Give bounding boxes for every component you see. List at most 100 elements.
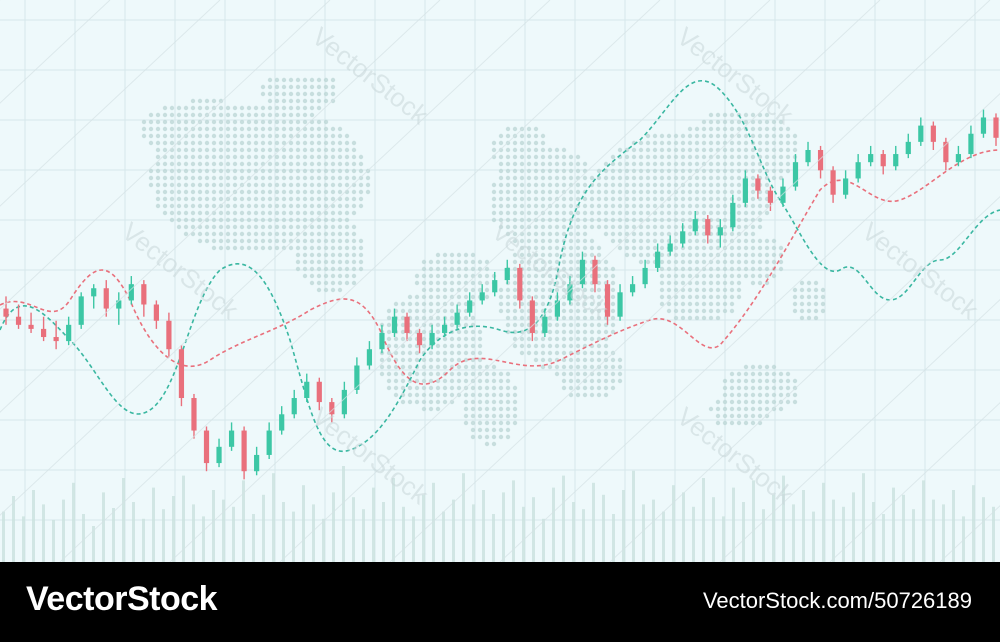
map-dot bbox=[624, 182, 630, 188]
map-dot bbox=[491, 273, 497, 279]
map-dot bbox=[645, 154, 651, 160]
map-dot bbox=[582, 385, 588, 391]
map-dot bbox=[743, 273, 749, 279]
map-dot bbox=[743, 133, 749, 139]
map-dot bbox=[211, 210, 217, 216]
map-dot bbox=[533, 350, 539, 356]
map-dot bbox=[337, 210, 343, 216]
map-dot bbox=[561, 287, 567, 293]
map-dot bbox=[540, 189, 546, 195]
map-dot bbox=[477, 357, 483, 363]
map-dot bbox=[659, 259, 665, 265]
map-dot bbox=[323, 175, 329, 181]
map-dot bbox=[617, 168, 623, 174]
map-dot bbox=[477, 427, 483, 433]
map-dot bbox=[701, 259, 707, 265]
map-dot bbox=[778, 392, 784, 398]
map-dot bbox=[218, 119, 224, 125]
map-dot bbox=[708, 301, 714, 307]
footer-bar: VectorStock VectorStock.com/50726189 bbox=[0, 562, 1000, 642]
map-dot bbox=[253, 196, 259, 202]
map-dot bbox=[715, 238, 721, 244]
map-dot bbox=[246, 119, 252, 125]
map-dot bbox=[442, 343, 448, 349]
map-dot bbox=[575, 308, 581, 314]
map-dot bbox=[540, 203, 546, 209]
map-dot bbox=[183, 224, 189, 230]
map-dot bbox=[617, 210, 623, 216]
map-dot bbox=[729, 308, 735, 314]
map-dot bbox=[540, 364, 546, 370]
candle-body bbox=[943, 141, 949, 163]
map-dot bbox=[624, 238, 630, 244]
map-dot bbox=[533, 266, 539, 272]
map-dot bbox=[659, 231, 665, 237]
candle-bear bbox=[767, 186, 774, 211]
map-dot bbox=[358, 196, 364, 202]
map-dot bbox=[330, 154, 336, 160]
map-dot bbox=[456, 259, 462, 265]
candle-body bbox=[291, 398, 297, 415]
map-dot bbox=[463, 378, 469, 384]
map-dot bbox=[771, 140, 777, 146]
map-dot bbox=[183, 182, 189, 188]
map-dot bbox=[610, 301, 616, 307]
map-dot bbox=[785, 133, 791, 139]
map-dot bbox=[750, 413, 756, 419]
map-dot bbox=[694, 252, 700, 258]
map-dot bbox=[176, 119, 182, 125]
candle-bull bbox=[980, 109, 987, 138]
map-dot bbox=[323, 98, 329, 104]
map-dot bbox=[393, 364, 399, 370]
candle-bull bbox=[304, 373, 310, 403]
map-dot bbox=[687, 210, 693, 216]
map-dot bbox=[701, 217, 707, 223]
map-dot bbox=[281, 98, 287, 104]
map-dot bbox=[435, 252, 441, 258]
map-dot bbox=[246, 126, 252, 132]
map-dot bbox=[568, 266, 574, 272]
diagonal-line bbox=[719, 299, 1000, 562]
candle-body bbox=[579, 259, 586, 285]
map-dot bbox=[176, 112, 182, 118]
map-dot bbox=[659, 182, 665, 188]
map-dot bbox=[652, 154, 658, 160]
volume-bar bbox=[82, 514, 85, 562]
map-dot bbox=[218, 147, 224, 153]
map-dot bbox=[659, 133, 665, 139]
chart-canvas: VectorStock VectorStock VectorStock VectorS… bbox=[0, 0, 1000, 562]
map-dot bbox=[260, 133, 266, 139]
map-dot bbox=[519, 238, 525, 244]
map-dot bbox=[176, 147, 182, 153]
map-dot bbox=[708, 252, 714, 258]
diagonal-line bbox=[279, 0, 881, 562]
map-dot bbox=[806, 315, 812, 321]
map-dot bbox=[477, 329, 483, 335]
map-dot bbox=[253, 182, 259, 188]
map-dot bbox=[596, 168, 602, 174]
map-dot bbox=[330, 252, 336, 258]
map-dot bbox=[715, 161, 721, 167]
map-dot bbox=[358, 266, 364, 272]
map-dot bbox=[526, 224, 532, 230]
map-dot bbox=[596, 217, 602, 223]
map-dot bbox=[624, 189, 630, 195]
map-dot bbox=[540, 294, 546, 300]
map-dot bbox=[687, 140, 693, 146]
map-dot bbox=[484, 294, 490, 300]
map-dot bbox=[281, 147, 287, 153]
map-dot bbox=[736, 147, 742, 153]
volume-bar bbox=[432, 482, 435, 562]
map-dot bbox=[778, 154, 784, 160]
map-dot bbox=[400, 315, 406, 321]
map-dot bbox=[400, 322, 406, 328]
map-dot bbox=[617, 231, 623, 237]
map-dot bbox=[316, 98, 322, 104]
map-dot bbox=[792, 301, 798, 307]
map-dot bbox=[540, 217, 546, 223]
candle-bear bbox=[166, 312, 172, 358]
map-dot bbox=[694, 294, 700, 300]
map-dot bbox=[540, 224, 546, 230]
map-dot bbox=[533, 217, 539, 223]
map-dot bbox=[519, 147, 525, 153]
